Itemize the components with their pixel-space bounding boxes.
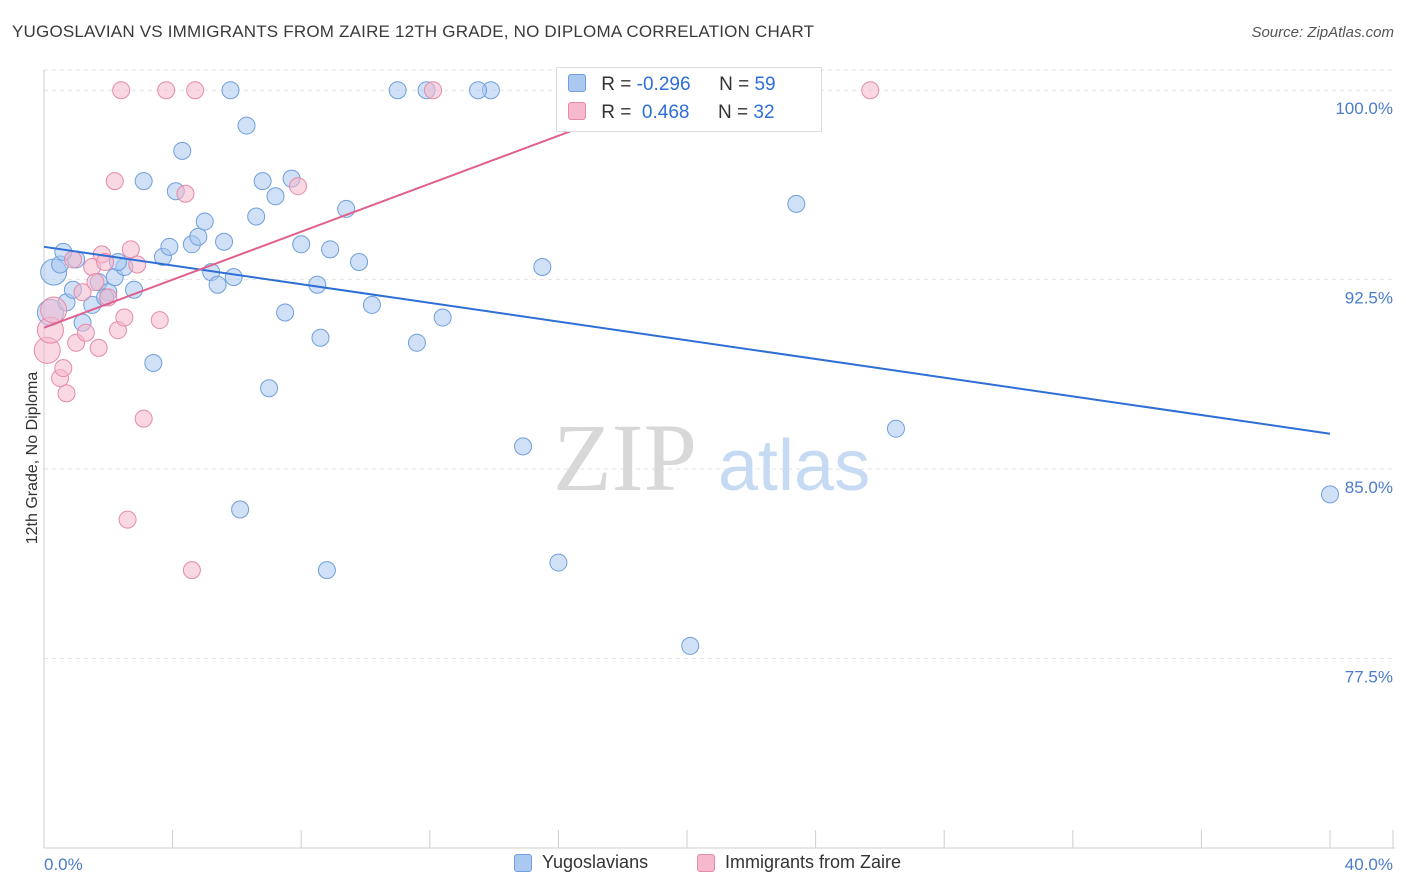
data-point bbox=[118, 510, 137, 529]
data-point bbox=[350, 252, 369, 271]
data-point bbox=[231, 500, 250, 519]
data-point bbox=[787, 194, 806, 213]
data-point bbox=[260, 379, 279, 398]
data-point bbox=[362, 295, 381, 314]
data-point bbox=[134, 172, 153, 191]
data-point bbox=[247, 207, 266, 226]
data-point bbox=[681, 636, 700, 655]
legend-r-value: 0.468 bbox=[636, 102, 690, 123]
legend-row-zaire: R = 0.468 N = 32 bbox=[568, 102, 775, 124]
data-point bbox=[173, 141, 192, 160]
data-point bbox=[533, 258, 552, 277]
trend-layer bbox=[43, 89, 1331, 435]
data-point bbox=[89, 338, 108, 357]
legend-n-value: 59 bbox=[754, 74, 776, 95]
watermark: ZIP atlas bbox=[553, 404, 870, 511]
y-axis-label: 12th Grade, No Diploma bbox=[24, 371, 41, 545]
bottom-legend-swatch-zaire bbox=[697, 853, 715, 872]
data-point bbox=[224, 268, 243, 287]
data-point bbox=[195, 212, 214, 231]
x-tick-labels: 0.0% 40.0% bbox=[44, 855, 1393, 874]
series-immigrants-from-zaire bbox=[33, 81, 880, 580]
data-point bbox=[469, 81, 488, 100]
data-point bbox=[54, 359, 73, 378]
data-point bbox=[321, 240, 340, 259]
data-point bbox=[73, 283, 92, 302]
data-point bbox=[266, 187, 285, 206]
data-point bbox=[144, 354, 163, 373]
data-point bbox=[176, 184, 195, 203]
y-tick-labels: 77.5% 85.0% 92.5% 100.0% bbox=[1335, 99, 1393, 686]
legend-box bbox=[556, 67, 822, 132]
gridlines bbox=[44, 69, 1395, 660]
data-point bbox=[317, 561, 336, 580]
bottom-legend-zaire: Immigrants from Zaire bbox=[697, 852, 901, 873]
data-point bbox=[253, 172, 272, 191]
data-point bbox=[407, 333, 426, 352]
chart-title: YUGOSLAVIAN VS IMMIGRANTS FROM ZAIRE 12T… bbox=[12, 22, 815, 41]
legend-n-value: 32 bbox=[753, 102, 775, 123]
data-point bbox=[861, 81, 880, 100]
legend-row-yugoslavians: R = -0.296 N = 59 bbox=[568, 74, 776, 96]
legend-r-value: -0.296 bbox=[636, 74, 691, 95]
data-point bbox=[288, 177, 307, 196]
bottom-legend-label-yugoslavians: Yugoslavians bbox=[542, 852, 649, 872]
data-point bbox=[40, 296, 68, 324]
data-point bbox=[237, 116, 256, 135]
data-point bbox=[157, 81, 176, 100]
data-point bbox=[160, 237, 179, 256]
data-point bbox=[186, 81, 205, 100]
data-point bbox=[57, 384, 76, 403]
bottom-legend-yugoslavians: Yugoslavians bbox=[514, 852, 648, 873]
y-tick-label: 85.0% bbox=[1345, 478, 1393, 497]
watermark-zip: ZIP bbox=[553, 404, 697, 511]
data-point bbox=[215, 232, 234, 251]
data-point bbox=[311, 328, 330, 347]
data-point bbox=[105, 172, 124, 191]
y-tick-label: 77.5% bbox=[1345, 668, 1393, 687]
trend-line-yugoslavians bbox=[43, 245, 1331, 435]
data-point bbox=[1321, 485, 1339, 504]
data-point bbox=[514, 437, 533, 456]
data-point bbox=[182, 561, 201, 580]
data-point bbox=[549, 553, 568, 572]
legend-r-label: R = bbox=[601, 74, 637, 95]
axes bbox=[43, 70, 1395, 849]
y-tick-label: 92.5% bbox=[1345, 289, 1393, 308]
data-point bbox=[189, 227, 208, 246]
data-point bbox=[115, 308, 134, 327]
data-point bbox=[221, 81, 240, 100]
x-tick-label-max: 40.0% bbox=[1345, 855, 1393, 874]
data-point bbox=[424, 81, 443, 100]
data-point bbox=[276, 303, 295, 322]
bottom-legend-swatch-yugoslavians bbox=[514, 853, 532, 872]
source-label: Source: ZipAtlas.com bbox=[1251, 24, 1394, 41]
legend-r-label: R = bbox=[601, 102, 637, 123]
series-yugoslavians bbox=[36, 81, 1339, 655]
series-layer bbox=[33, 81, 1339, 655]
data-point bbox=[886, 419, 905, 438]
x-tick-label-min: 0.0% bbox=[44, 855, 83, 874]
y-tick-label: 100.0% bbox=[1335, 99, 1393, 118]
data-point bbox=[63, 250, 82, 269]
data-point bbox=[150, 311, 169, 330]
data-point bbox=[292, 235, 311, 254]
legend-n-label: N = bbox=[719, 74, 755, 95]
data-point bbox=[125, 280, 144, 299]
watermark-atlas: atlas bbox=[718, 426, 870, 506]
data-point bbox=[86, 273, 105, 292]
data-point bbox=[121, 240, 140, 259]
data-point bbox=[112, 81, 131, 100]
data-point bbox=[76, 323, 95, 342]
bottom-legend-label-zaire: Immigrants from Zaire bbox=[725, 852, 902, 872]
data-point bbox=[388, 81, 407, 100]
legend-n-label: N = bbox=[718, 102, 754, 123]
legend-swatch-yugoslavians bbox=[568, 74, 586, 92]
data-point bbox=[96, 252, 115, 271]
data-point bbox=[134, 409, 153, 428]
legend-swatch-zaire bbox=[568, 102, 586, 120]
data-point bbox=[433, 308, 452, 327]
data-point bbox=[208, 275, 227, 294]
